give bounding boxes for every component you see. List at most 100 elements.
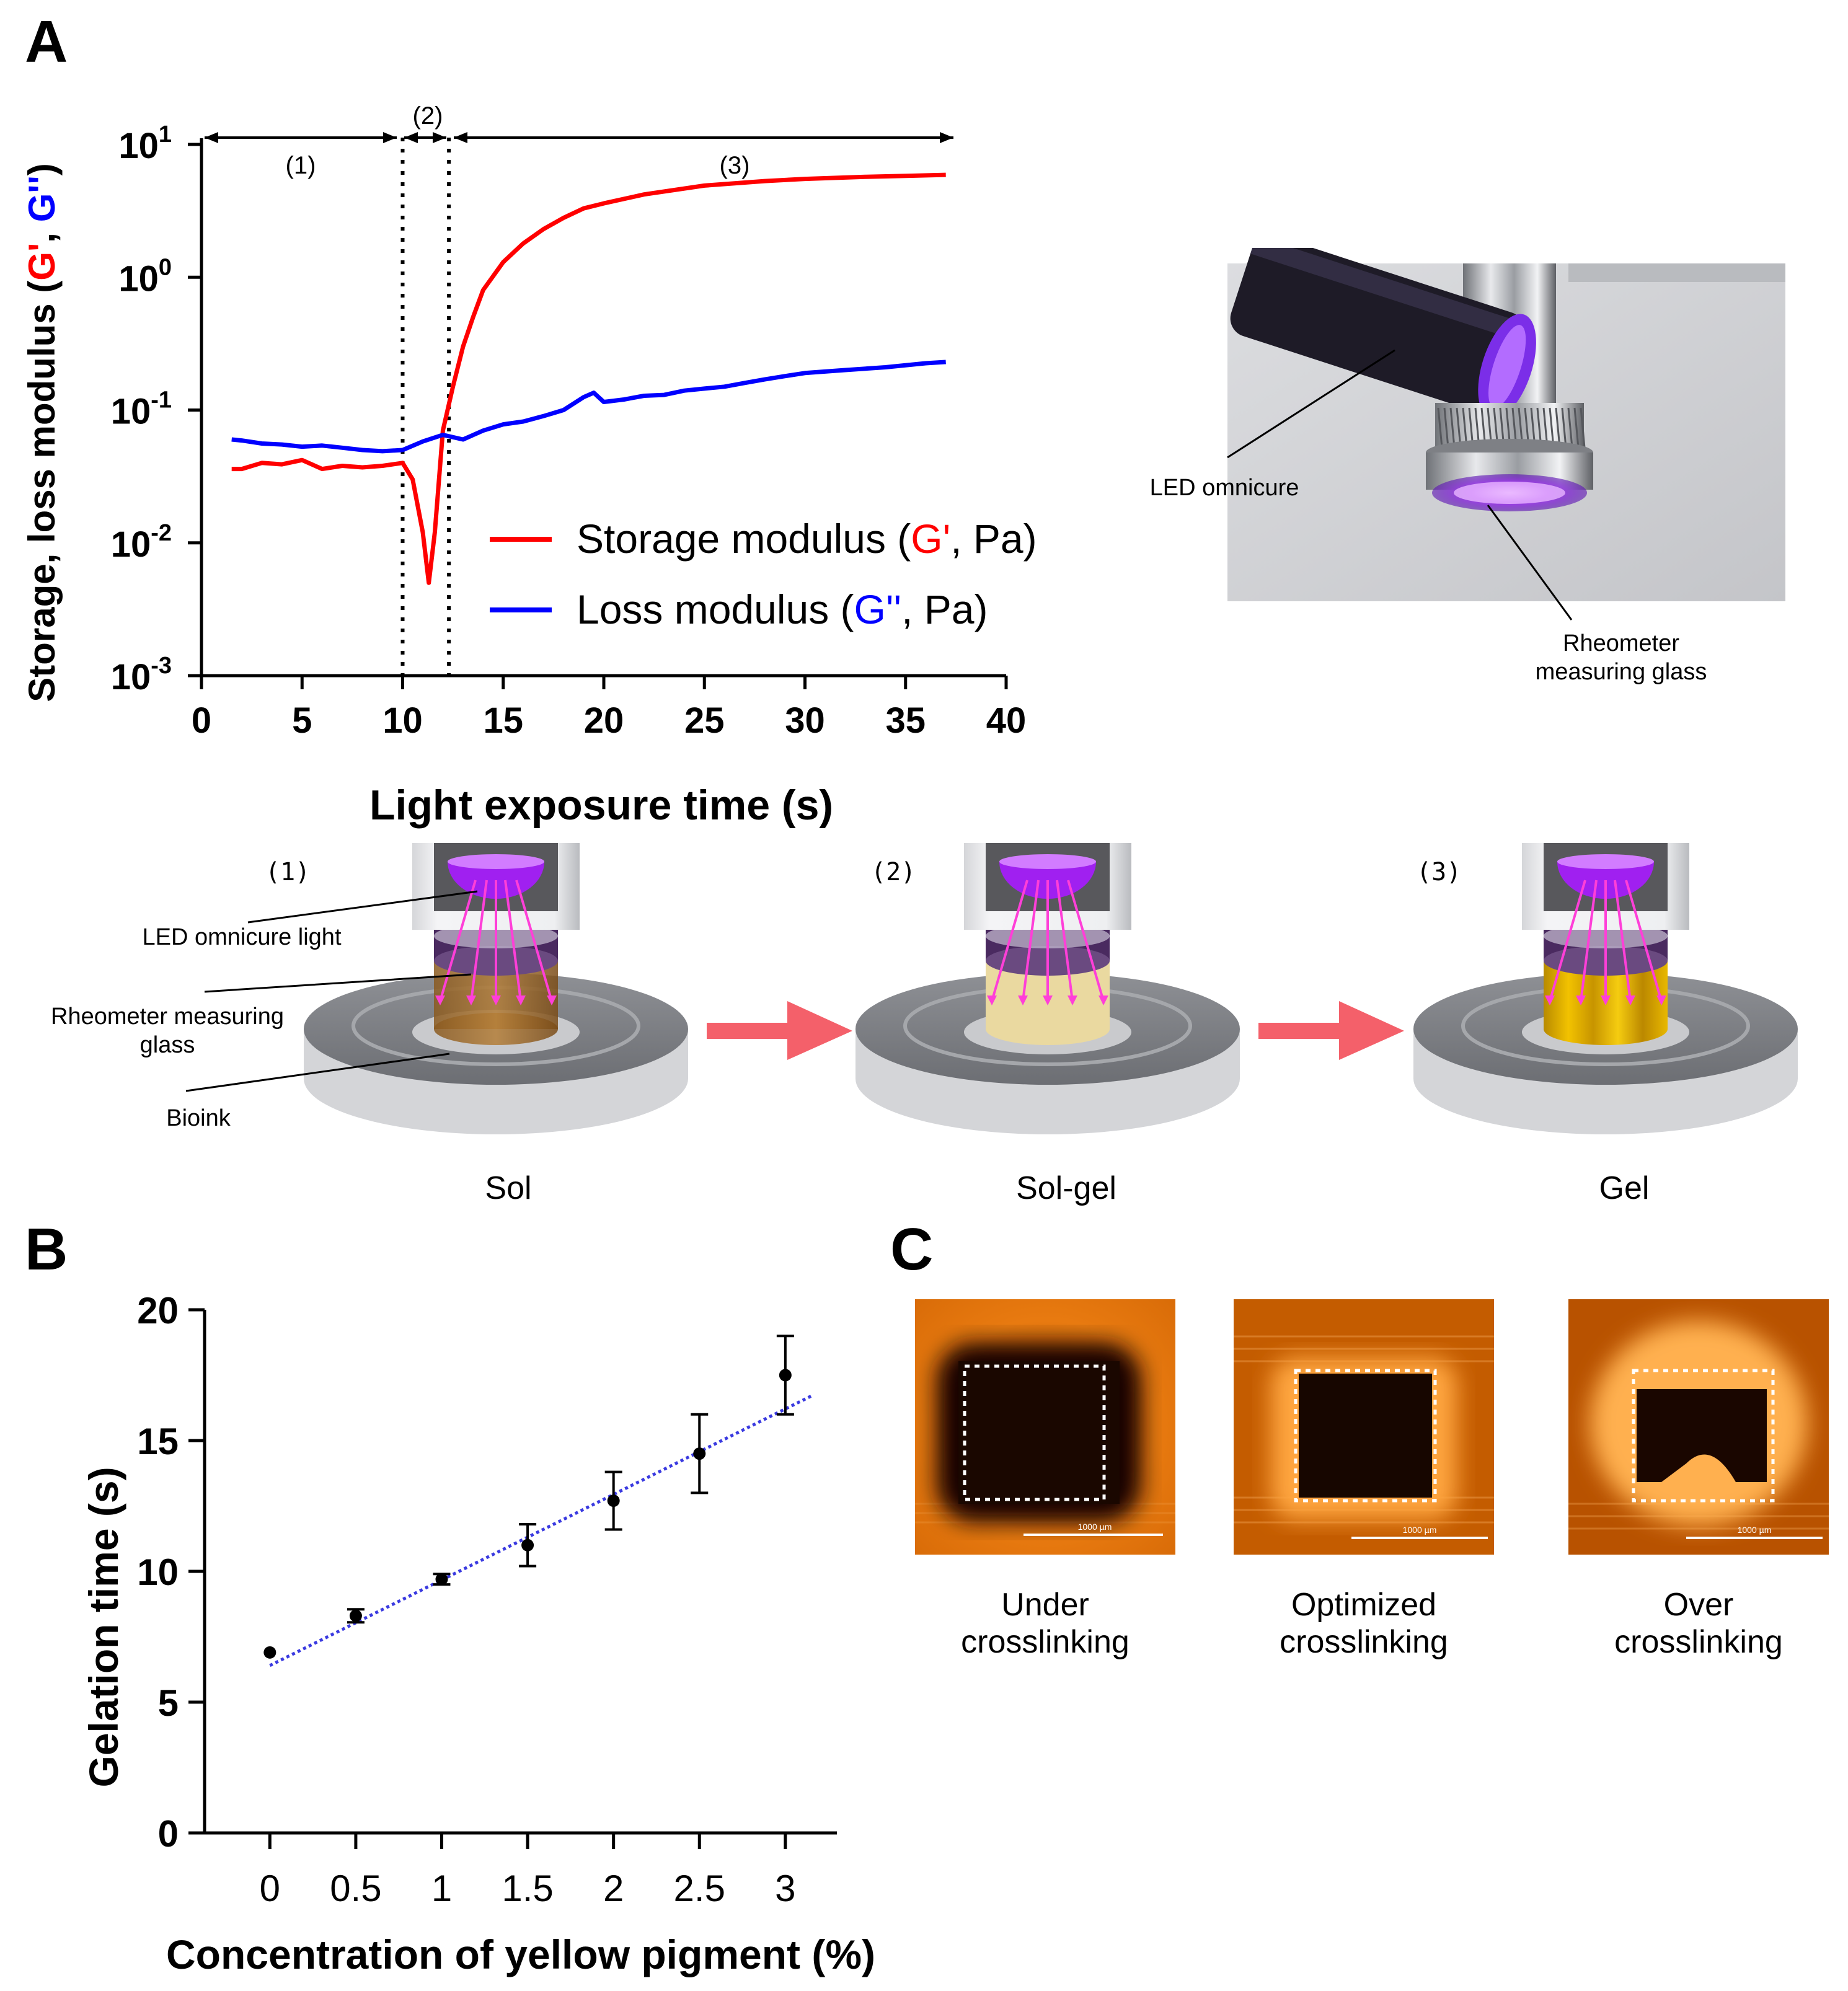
micrograph-optimized: 1000 µm [1234,1299,1494,1555]
phase-3-arrow-head-left [454,132,467,143]
chart-a-legend: Storage modulus (G', Pa) Loss modulus (G'… [490,516,1037,632]
phase-2-arrow-head-right [433,132,446,143]
x-tick-label: 0 [260,1868,280,1909]
y-tick-label: 5 [158,1682,179,1724]
y-tick-label: 10-1 [111,387,172,432]
phase-label: (1) [286,152,316,179]
y-label-part-2: , [21,222,63,242]
y-tick-label: 10-2 [111,520,172,565]
light-ray [991,880,1028,1002]
x-tick-label: 2.5 [674,1868,725,1909]
phase-3-arrow-head-right [940,132,953,143]
chart-b-x-axis-label: Concentration of yellow pigment (%) [166,1931,875,1977]
y-tick-label: 0 [158,1813,179,1855]
chart-b-fit-line [269,1395,812,1667]
x-tick-label: 2 [603,1868,624,1909]
caption-optimized-line1: Optimized [1291,1587,1437,1623]
light-ray-head [1656,996,1666,1005]
photo-led-label: LED omnicure [1149,475,1299,501]
stage-1-number: (1) [265,858,311,886]
light-ray [1022,880,1040,1002]
stage-gel-illustration [1413,843,1798,1134]
light-ray-head [491,996,501,1005]
caption-over: Over crosslinking [1575,1587,1823,1661]
data-point [349,1609,362,1622]
x-tick-label: 15 [483,700,523,741]
caption-over-line2: crosslinking [1614,1623,1783,1660]
chart-a-phases: (1) (2) (3) [205,102,953,676]
sample-bottom [434,1013,558,1045]
knurl-line [1561,407,1567,448]
legend-entry: Storage modulus (G', Pa) [577,516,1037,562]
loss-modulus-line [231,360,946,454]
uv-lens-top [448,854,544,869]
x-tick-label: 20 [584,700,624,741]
photo-glass-label: Rheometer measuring glass [1535,630,1707,685]
uv-lens-top [1557,854,1654,869]
x-tick-label: 1 [431,1868,452,1909]
chart-a-y-axis-label: Storage, loss modulus (G', G'') [21,163,63,702]
scale-bar-under: 1000 µm [1078,1522,1112,1532]
x-tick-label: 25 [684,700,725,741]
panel-label-c: C [890,1216,934,1282]
chart-a-series [231,172,946,585]
chart-b-points [263,1335,794,1659]
x-tick-label: 35 [885,700,926,741]
knurl-line [1443,407,1449,448]
knurl-line [1449,407,1456,448]
light-ray [1056,880,1074,1002]
knurl-line [1437,407,1443,448]
sample-bottom [986,1013,1110,1045]
light-ray [1580,880,1598,1002]
rheometer-photo [1227,248,1785,620]
y-tick-label: 100 [118,254,172,299]
stage-3-number: (3) [1417,858,1462,886]
light-ray-head [987,996,997,1005]
phase-label: (3) [720,152,750,179]
scale-bar-over: 1000 µm [1738,1525,1772,1535]
uv-lens-top [999,854,1096,869]
light-ray [1614,880,1632,1002]
data-point [693,1447,706,1460]
knurl-line [1555,407,1561,448]
stage-sol-label: Sol [485,1170,532,1206]
caption-under-line2: crosslinking [961,1623,1130,1660]
rheology-chart: 0 5 10 15 20 25 30 35 40 101 100 10-1 10-2 10-3 (1) (2… [21,102,1037,829]
phase-1-arrow-head-left [205,132,218,143]
storage-modulus-line [231,172,946,585]
x-tick-label: 0.5 [330,1868,381,1909]
data-point [435,1573,448,1586]
callout-measuring-glass: Rheometer measuring glass [51,1004,284,1058]
knurl-line [1456,407,1462,448]
linear-fit-line [269,1395,812,1667]
light-ray [1067,880,1105,1002]
micrograph-over: 1000 µm [1568,1299,1829,1555]
caption-optimized: Optimized crosslinking [1240,1587,1488,1661]
data-point [263,1646,276,1659]
chart-b-y-axis-label: Gelation time (s) [81,1467,126,1787]
y-tick-label: 101 [118,121,172,166]
stage-solgel-illustration [855,843,1240,1134]
crosslinking-schematic [185,843,1798,1134]
x-tick-label: 0 [192,700,211,741]
stage-sol-illustration [304,843,688,1134]
stage-gel-label: Gel [1599,1170,1650,1206]
y-label-gdoubleprime: G'' [21,175,63,222]
light-ray [439,880,477,1002]
light-ray [515,880,553,1002]
scale-bar-optimized: 1000 µm [1403,1525,1437,1535]
phase-1-arrow-head-right [383,132,397,143]
light-ray-head [1576,996,1586,1005]
light-ray-head [1601,996,1611,1005]
data-point [607,1494,620,1508]
phase-2-arrow-head-left [404,132,418,143]
data-point [521,1538,534,1552]
x-tick-label: 5 [292,700,312,741]
knurl-line [1567,407,1573,448]
y-tick-label: 10-3 [111,653,172,697]
light-ray-head [1545,996,1555,1005]
stage-2-number: (2) [871,858,916,886]
x-tick-label: 1.5 [502,1868,553,1909]
micrograph-under: 1000 µm [915,1299,1175,1555]
